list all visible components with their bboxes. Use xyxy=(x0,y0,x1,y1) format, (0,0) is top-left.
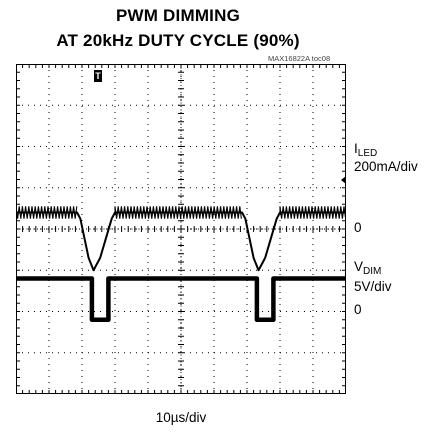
series-vdim-trace xyxy=(16,276,346,322)
series-iled-ripple xyxy=(16,206,78,219)
series-iled-name: ILED xyxy=(354,141,378,159)
series-iled-scale: 200mA/div xyxy=(354,159,418,174)
traces xyxy=(16,206,346,322)
series-iled-zero-label: 0 xyxy=(354,220,362,235)
x-axis-label: 10µs/div xyxy=(155,410,207,425)
series-iled-ripple xyxy=(114,206,242,219)
scope-plot: T xyxy=(16,64,346,394)
series-vdim-name: VDIM xyxy=(354,259,382,277)
chart-title-line2: AT 20kHz DUTY CYCLE (90%) xyxy=(56,31,300,50)
figure-id: MAX16822A toc08 xyxy=(268,54,331,63)
series-vdim-zero-label: 0 xyxy=(354,302,362,317)
trigger-marker: T xyxy=(94,70,102,82)
trigger-marker-label: T xyxy=(95,71,101,81)
series-iled-ripple xyxy=(279,206,346,219)
series-vdim-scale: 5V/div xyxy=(354,279,392,294)
right-edge-marker xyxy=(341,176,346,184)
chart-title-line1: PWM DIMMING xyxy=(115,6,240,25)
graticule xyxy=(16,64,346,394)
